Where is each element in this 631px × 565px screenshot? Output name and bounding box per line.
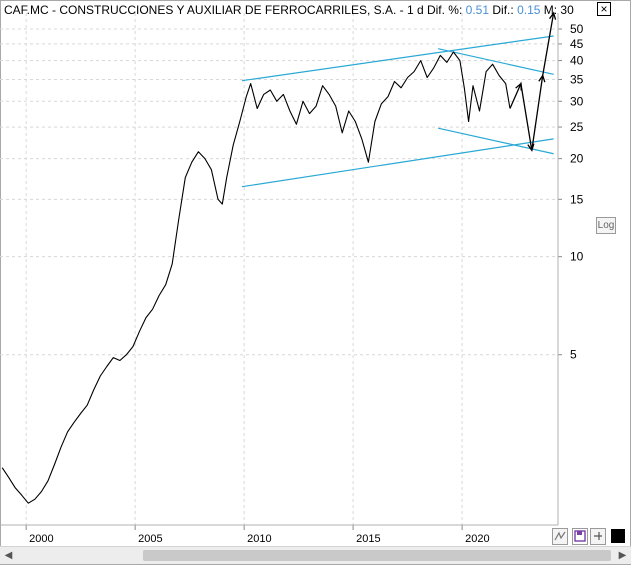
trendlines <box>241 35 554 188</box>
m-label: M: 30 <box>543 3 574 17</box>
y-tick-label: 50 <box>570 22 584 36</box>
scroll-thumb[interactable] <box>143 550 611 561</box>
x-tick-labels: 2000 2005 2010 2015 2020 <box>29 533 489 545</box>
x-tick-label: 2000 <box>29 533 53 545</box>
x-tick-label: 2005 <box>138 533 162 545</box>
x-tick-label: 2020 <box>465 533 489 545</box>
price-series <box>1 51 511 504</box>
pin-icon[interactable] <box>590 528 606 545</box>
log-scale-button[interactable]: Log <box>596 217 616 234</box>
scroll-right-icon[interactable]: ▶ <box>618 550 627 561</box>
projection-arrowhead <box>549 11 557 20</box>
horizontal-scrollbar[interactable]: ◀ ▶ <box>0 546 631 564</box>
grid <box>0 13 562 530</box>
dif-label: Dif.: <box>492 3 514 17</box>
trendline <box>437 48 554 75</box>
close-icon: × <box>600 2 608 16</box>
projection-arrowhead <box>538 74 546 83</box>
x-tick-label: 2010 <box>247 533 271 545</box>
square-icon[interactable] <box>610 528 626 545</box>
scroll-left-icon[interactable]: ◀ <box>4 550 13 561</box>
title-prefix: CAF.MC - CONSTRUCCIONES Y AUXILIAR DE FE… <box>4 3 463 17</box>
trendline <box>241 35 554 82</box>
dif-value: 0.15 <box>517 3 541 17</box>
y-tick-label: 20 <box>570 152 584 166</box>
dif-pct-value: 0.51 <box>465 3 490 17</box>
trendline <box>241 138 554 188</box>
save-icon[interactable] <box>572 528 588 545</box>
projection <box>509 11 557 152</box>
y-tick-label: 10 <box>570 250 584 264</box>
price-line <box>1 51 511 504</box>
close-button[interactable]: × <box>597 2 611 16</box>
trendline <box>437 127 554 155</box>
x-tick-label: 2015 <box>356 533 380 545</box>
y-tick-label: 15 <box>570 192 584 206</box>
projection-line <box>509 12 555 151</box>
y-tick-label: 5 <box>570 348 577 362</box>
zigzag-icon[interactable] <box>552 528 568 545</box>
y-tick-label: 40 <box>570 54 584 68</box>
y-tick-label: 30 <box>570 94 584 108</box>
y-tick-label: 25 <box>570 120 584 134</box>
y-tick-label: 35 <box>570 72 584 86</box>
axes <box>0 13 559 526</box>
y-tick-label: 45 <box>570 37 584 51</box>
projection-arrowhead <box>515 82 522 91</box>
chart-title: CAF.MC - CONSTRUCCIONES Y AUXILIAR DE FE… <box>4 2 588 19</box>
projection-arrowhead <box>527 143 535 152</box>
